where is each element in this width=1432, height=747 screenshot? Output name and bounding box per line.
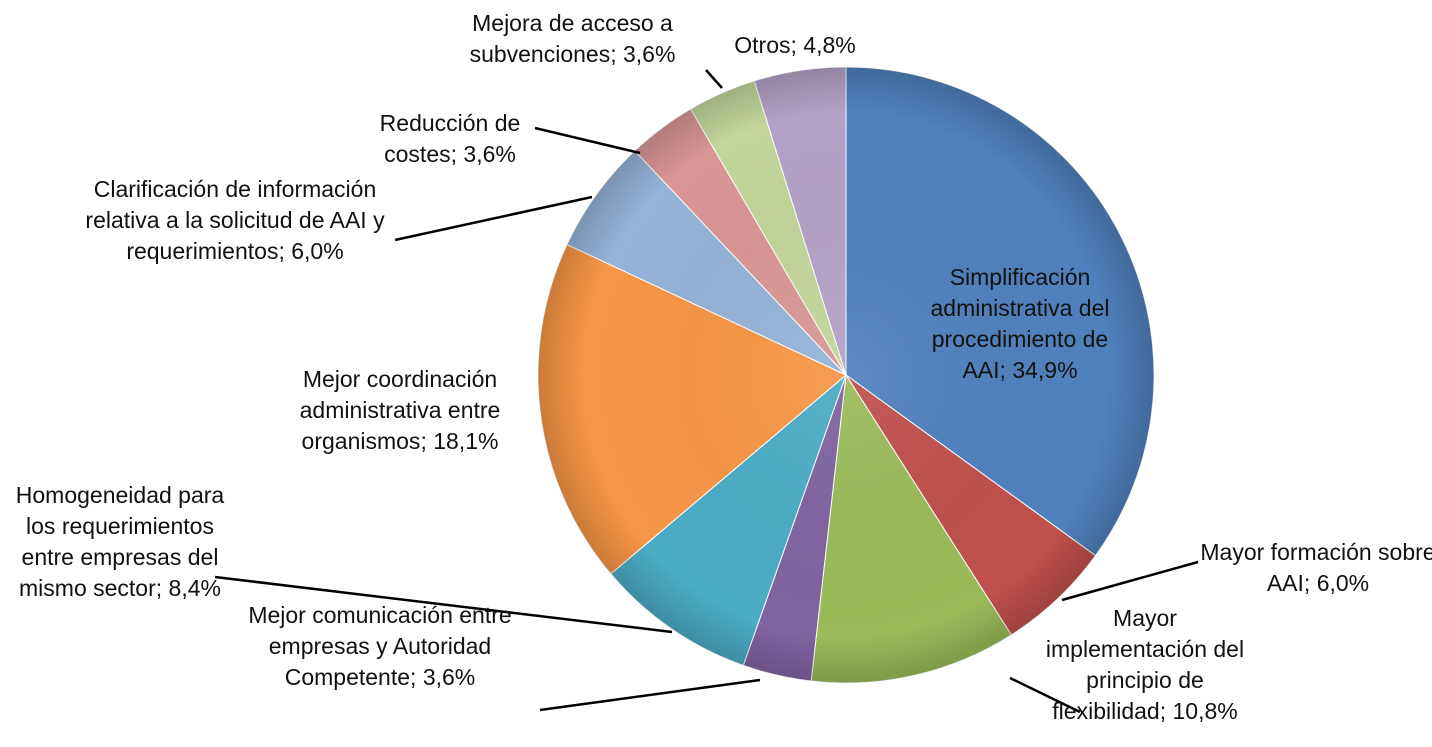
label-name: Mayor formación sobre AAI xyxy=(1200,539,1432,596)
data-label: Mayor formación sobre AAI; 6,0% xyxy=(1198,537,1432,599)
label-value: 34,9% xyxy=(1012,357,1078,383)
data-label: Simplificación administrativa del proced… xyxy=(895,262,1145,386)
data-label: Reducción de costes; 3,6% xyxy=(355,108,545,170)
data-label: Homogeneidad para los requerimientos ent… xyxy=(15,480,225,604)
label-value: 3,6% xyxy=(623,41,676,67)
label-value: 6,0% xyxy=(291,238,344,264)
data-label: Mejora de acceso a subvenciones; 3,6% xyxy=(435,8,710,70)
label-name: Reducción de costes xyxy=(379,110,521,167)
label-separator: ; xyxy=(410,664,423,690)
data-label: Mayor implementación del principio de fl… xyxy=(1030,603,1260,727)
leader-line xyxy=(1009,676,1081,714)
label-name: Mejora de acceso a subvenciones xyxy=(469,10,673,67)
label-value: 10,8% xyxy=(1172,698,1238,724)
label-value: 8,4% xyxy=(168,575,221,601)
leader-line xyxy=(705,69,723,89)
label-name: Mejor comunicación entre empresas y Auto… xyxy=(248,602,512,690)
label-separator: ; xyxy=(1303,570,1317,596)
label-name: Otros xyxy=(734,32,791,58)
label-separator: ; xyxy=(278,238,292,264)
label-value: 3,6% xyxy=(422,664,476,690)
data-label: Clarificación de información relativa a … xyxy=(70,174,400,267)
data-label: Mejor coordinación administrativa entre … xyxy=(265,364,535,457)
label-value: 4,8% xyxy=(803,32,856,58)
label-name: Homogeneidad para los requerimientos ent… xyxy=(15,482,225,601)
label-name: Mayor implementación del principio de fl… xyxy=(1045,605,1245,724)
leader-line xyxy=(214,575,673,634)
label-name: Mejor coordinación administrativa entre … xyxy=(299,366,501,454)
label-separator: ; xyxy=(1159,698,1173,724)
label-value: 18,1% xyxy=(433,428,499,454)
data-label: Mejor comunicación entre empresas y Auto… xyxy=(230,600,530,693)
label-value: 3,6% xyxy=(463,141,516,167)
label-value: 6,0% xyxy=(1316,570,1370,596)
label-name: Simplificación administrativa del proced… xyxy=(930,264,1110,383)
label-separator: ; xyxy=(155,575,169,601)
label-separator: ; xyxy=(610,41,623,67)
label-separator: ; xyxy=(999,357,1013,383)
leader-line xyxy=(1061,560,1199,602)
data-label: Otros; 4,8% xyxy=(705,30,885,61)
label-name: Clarificación de información relativa a … xyxy=(85,176,385,264)
leader-line xyxy=(534,126,641,155)
label-separator: ; xyxy=(450,141,464,167)
label-separator: ; xyxy=(790,32,804,58)
leader-line xyxy=(539,678,761,712)
label-separator: ; xyxy=(420,428,434,454)
leader-line xyxy=(394,195,593,242)
